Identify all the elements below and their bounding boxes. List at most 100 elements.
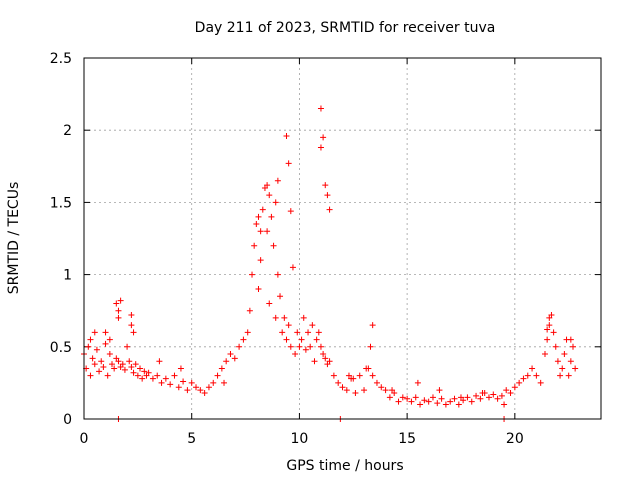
- data-point: [544, 336, 551, 343]
- data-point: [128, 322, 135, 329]
- data-point: [494, 395, 501, 402]
- data-point: [298, 336, 305, 343]
- y-tick-label: 0: [63, 412, 72, 428]
- data-point: [266, 300, 273, 307]
- data-point: [274, 271, 281, 278]
- data-point: [533, 372, 540, 379]
- data-point: [93, 346, 100, 353]
- data-point: [264, 228, 271, 235]
- y-tick-label: 1: [63, 268, 72, 284]
- data-point: [175, 384, 182, 391]
- data-point: [313, 336, 320, 343]
- data-point: [244, 329, 251, 336]
- data-point: [361, 387, 368, 394]
- data-point: [231, 355, 238, 362]
- y-tick-label: 2: [63, 123, 72, 139]
- data-point: [399, 394, 406, 401]
- data-point: [373, 379, 380, 386]
- data-point: [296, 343, 303, 350]
- data-point: [106, 336, 113, 343]
- data-point: [425, 398, 432, 405]
- data-point: [356, 372, 363, 379]
- data-point: [253, 221, 260, 228]
- data-point: [369, 322, 376, 329]
- data-point: [408, 398, 415, 405]
- data-point: [167, 381, 174, 388]
- data-point: [257, 257, 264, 264]
- data-point: [324, 192, 331, 199]
- data-point: [218, 365, 225, 372]
- data-point: [326, 358, 333, 365]
- data-point: [468, 398, 475, 405]
- data-point: [154, 372, 161, 379]
- data-point: [345, 372, 352, 379]
- data-point: [363, 365, 370, 372]
- data-point: [294, 329, 301, 336]
- data-point: [134, 372, 141, 379]
- data-point: [565, 372, 572, 379]
- data-point: [477, 395, 484, 402]
- data-point: [130, 369, 137, 376]
- data-point: [524, 372, 531, 379]
- data-point: [130, 329, 137, 336]
- data-point: [115, 314, 122, 321]
- data-point: [389, 387, 396, 394]
- data-point: [335, 379, 342, 386]
- data-point: [214, 372, 221, 379]
- data-point: [447, 398, 454, 405]
- data-point: [311, 358, 318, 365]
- data-point: [126, 358, 133, 365]
- data-point: [442, 401, 449, 408]
- x-tick-label: 5: [187, 431, 196, 447]
- data-point: [404, 395, 411, 402]
- data-point: [98, 358, 105, 365]
- data-point: [378, 384, 385, 391]
- data-point: [223, 358, 230, 365]
- data-point: [343, 387, 350, 394]
- data-point: [546, 322, 553, 329]
- data-point: [307, 343, 314, 350]
- data-point: [537, 379, 544, 386]
- data-point: [156, 358, 163, 365]
- data-point: [132, 361, 139, 368]
- x-tick-label: 20: [506, 431, 524, 447]
- data-point: [322, 355, 329, 362]
- data-point: [91, 329, 98, 336]
- data-point: [369, 372, 376, 379]
- x-tick-label: 10: [291, 431, 309, 447]
- data-point: [490, 391, 497, 398]
- data-point: [100, 364, 107, 371]
- data-point: [180, 378, 187, 385]
- data-point: [429, 394, 436, 401]
- data-point: [85, 343, 92, 350]
- data-point: [283, 132, 290, 139]
- data-point: [287, 343, 294, 350]
- data-point: [249, 271, 256, 278]
- data-point: [197, 387, 204, 394]
- data-point: [177, 365, 184, 372]
- data-point: [451, 395, 458, 402]
- data-point: [113, 300, 120, 307]
- data-point: [412, 394, 419, 401]
- plot-frame: [83, 57, 602, 420]
- data-point: [277, 293, 284, 300]
- data-point: [227, 351, 234, 358]
- y-tick-label: 0.5: [50, 340, 72, 356]
- data-point: [417, 401, 424, 408]
- data-point: [507, 390, 514, 397]
- data-point: [382, 387, 389, 394]
- data-point: [111, 365, 118, 372]
- data-point: [210, 379, 217, 386]
- data-point: [352, 390, 359, 397]
- data-point: [259, 206, 266, 213]
- data-point: [91, 361, 98, 368]
- data-point: [266, 192, 273, 199]
- data-point: [455, 401, 462, 408]
- data-point: [205, 384, 212, 391]
- data-point: [141, 368, 148, 375]
- data-point: [272, 314, 279, 321]
- data-point: [193, 384, 200, 391]
- y-tick-label: 1.5: [50, 195, 72, 211]
- data-point: [395, 398, 402, 405]
